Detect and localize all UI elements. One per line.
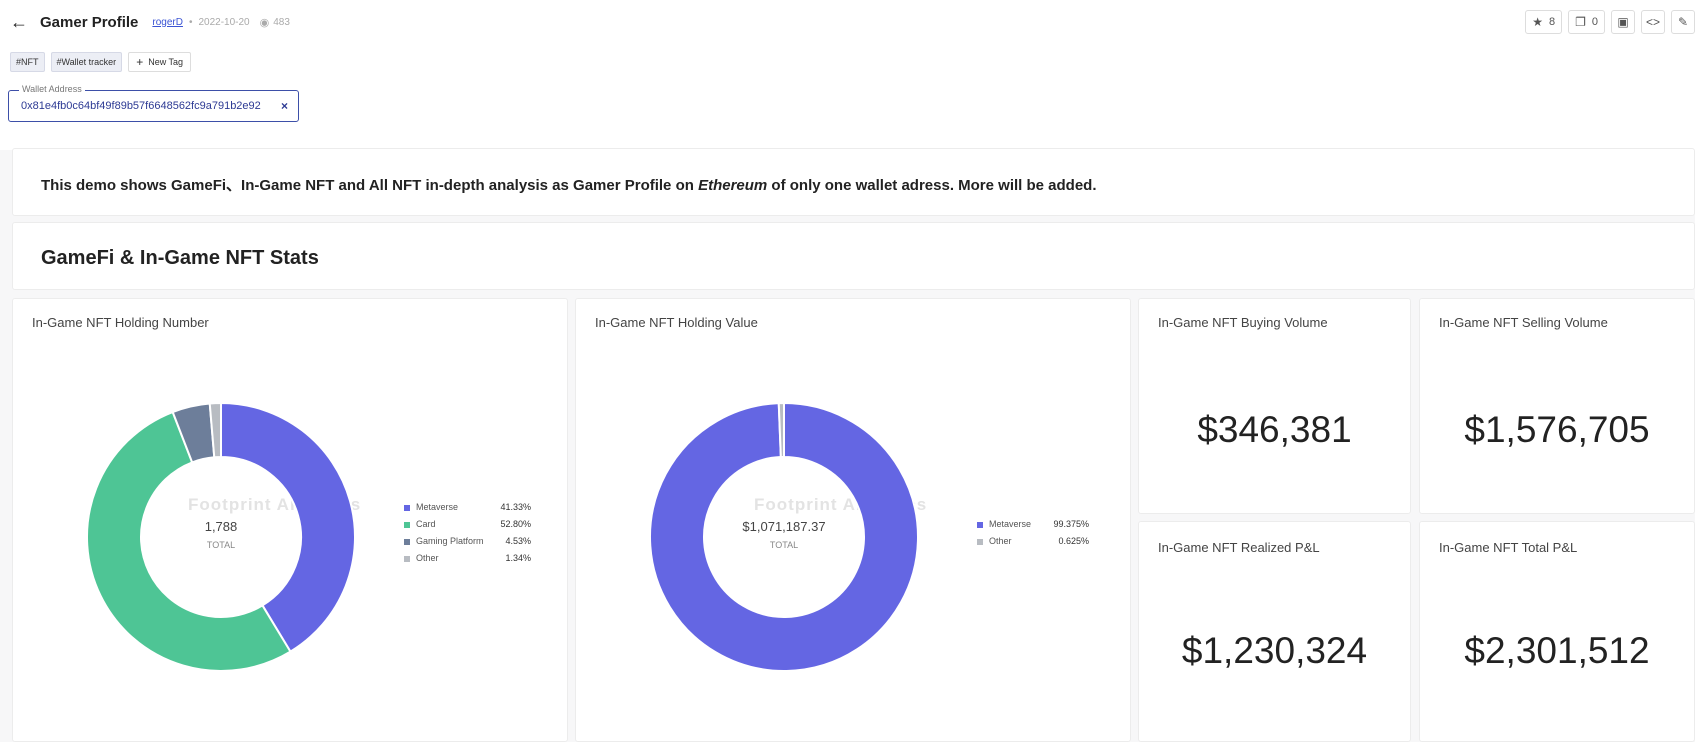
legend-value: 0.625% [1058, 536, 1089, 546]
embed-button[interactable]: <> [1641, 10, 1665, 34]
clear-icon[interactable]: × [280, 99, 288, 113]
eye-icon: ◉ [259, 16, 270, 29]
legend-swatch [404, 556, 410, 562]
donut-center-value: $1,071,187.37 [742, 519, 826, 534]
author-link[interactable]: rogerD [152, 16, 183, 28]
legend-swatch [977, 539, 983, 545]
fork-button[interactable]: ❐ 0 [1568, 10, 1605, 34]
legend-item[interactable]: Other 1.34% [404, 553, 531, 570]
holding-number-donut [86, 401, 356, 672]
legend-item[interactable]: Card 52.80% [404, 519, 531, 536]
title-row: ← Gamer Profile rogerD • 2022-10-20 ◉ 48… [10, 12, 296, 32]
donut-center-value: 1,788 [204, 519, 238, 534]
legend-value: 1.34% [505, 553, 531, 563]
chart-title: In-Game NFT Holding Value [595, 315, 758, 330]
legend: Metaverse 41.33% Card 52.80% Gaming Platform… [404, 502, 531, 570]
stat-title: In-Game NFT Selling Volume [1439, 315, 1608, 330]
stat-value: $1,230,324 [1181, 630, 1368, 671]
legend-label: Other [989, 536, 1012, 546]
camera-icon: ▣ [1617, 15, 1629, 29]
donut-slice-other[interactable] [208, 401, 222, 459]
legend-label: Card [416, 519, 436, 529]
legend-item[interactable]: Other 0.625% [977, 536, 1089, 553]
donut-slice-metaverse[interactable] [220, 401, 356, 653]
stat-value: $2,301,512 [1464, 630, 1650, 671]
legend-item[interactable]: Metaverse 41.33% [404, 502, 531, 519]
star-button[interactable]: ★ 8 [1525, 10, 1563, 34]
new-tag-label: New Tag [148, 57, 184, 67]
stat-title: In-Game NFT Buying Volume [1158, 315, 1328, 330]
chart-title: In-Game NFT Holding Number [32, 315, 209, 330]
legend-value: 52.80% [500, 519, 531, 529]
view-count: 483 [273, 16, 290, 28]
page-title: Gamer Profile [40, 13, 139, 31]
wallet-address-label: Wallet Address [19, 84, 85, 94]
holding-value-donut [649, 401, 919, 672]
wallet-address-value[interactable]: 0x81e4fb0c64bf49f89b57f6648562fc9a791b2e… [21, 100, 261, 112]
total-pnl-card: In-Game NFT Total P&L $2,301,512 [1419, 521, 1695, 742]
legend: Metaverse 99.375% Other 0.625% [977, 519, 1089, 553]
toolbar: ★ 8 ❐ 0 ▣ <> ✎ [1525, 10, 1695, 34]
legend-item[interactable]: Gaming Platform 4.53% [404, 536, 531, 553]
edit-button[interactable]: ✎ [1671, 10, 1695, 34]
donut-slice-card[interactable] [86, 410, 292, 672]
legend-value: 4.53% [505, 536, 531, 546]
buying-volume-card: In-Game NFT Buying Volume $346,381 [1138, 298, 1411, 514]
code-icon: <> [1645, 15, 1660, 29]
fork-count: 0 [1591, 16, 1598, 28]
donut-center-label: TOTAL [769, 540, 799, 550]
holding-value-card: In-Game NFT Holding Value Footprint Anal… [575, 298, 1131, 742]
stat-value: $1,576,705 [1464, 409, 1650, 450]
holding-number-card: In-Game NFT Holding Number Footprint Ana… [12, 298, 568, 742]
legend-label: Metaverse [416, 502, 459, 512]
donut-center-label: TOTAL [206, 540, 236, 550]
star-count: 8 [1548, 16, 1556, 28]
arrow-left-icon[interactable]: ← [10, 12, 28, 32]
tag-list: #NFT #Wallet tracker + New Tag [10, 52, 192, 72]
description-prefix: This demo shows GameFi、In-Game NFT and A… [41, 177, 699, 194]
description-chain: Ethereum [698, 177, 768, 194]
plus-icon: + [136, 54, 144, 69]
stat-title: In-Game NFT Total P&L [1439, 540, 1578, 555]
edit-icon: ✎ [1677, 15, 1689, 29]
publish-date: 2022-10-20 [198, 16, 250, 28]
donut-slice-other[interactable] [777, 401, 785, 459]
top-bar: ← Gamer Profile rogerD • 2022-10-20 ◉ 48… [0, 0, 1695, 150]
legend-swatch [404, 522, 410, 528]
meta-separator: • [188, 16, 193, 28]
legend-swatch [404, 505, 410, 511]
description-text: This demo shows GameFi、In-Game NFT and A… [41, 174, 1097, 195]
legend-swatch [977, 522, 983, 528]
section-title-card: GameFi & In-Game NFT Stats [12, 222, 1695, 290]
tag-wallet-tracker[interactable]: #Wallet tracker [50, 52, 123, 72]
donut-slice-metaverse[interactable] [649, 401, 919, 672]
screenshot-button[interactable]: ▣ [1611, 10, 1635, 34]
tag-nft[interactable]: #NFT [10, 52, 45, 72]
section-title: GameFi & In-Game NFT Stats [41, 247, 319, 269]
legend-label: Other [416, 553, 439, 563]
legend-item[interactable]: Metaverse 99.375% [977, 519, 1089, 536]
copy-icon: ❐ [1575, 15, 1586, 29]
legend-label: Metaverse [989, 519, 1032, 529]
star-icon: ★ [1532, 15, 1543, 29]
description-card: This demo shows GameFi、In-Game NFT and A… [12, 148, 1695, 216]
description-suffix: of only one wallet adress. More will be … [767, 177, 1097, 194]
stat-value: $346,381 [1197, 409, 1352, 450]
legend-value: 41.33% [500, 502, 531, 512]
legend-value: 99.375% [1053, 519, 1089, 529]
legend-label: Gaming Platform [416, 536, 484, 546]
legend-swatch [404, 539, 410, 545]
selling-volume-card: In-Game NFT Selling Volume $1,576,705 [1419, 298, 1695, 514]
stat-title: In-Game NFT Realized P&L [1158, 540, 1320, 555]
wallet-address-field[interactable]: Wallet Address 0x81e4fb0c64bf49f89b57f66… [8, 84, 299, 122]
new-tag-button[interactable]: + New Tag [128, 52, 192, 72]
realized-pnl-card: In-Game NFT Realized P&L $1,230,324 [1138, 521, 1411, 742]
